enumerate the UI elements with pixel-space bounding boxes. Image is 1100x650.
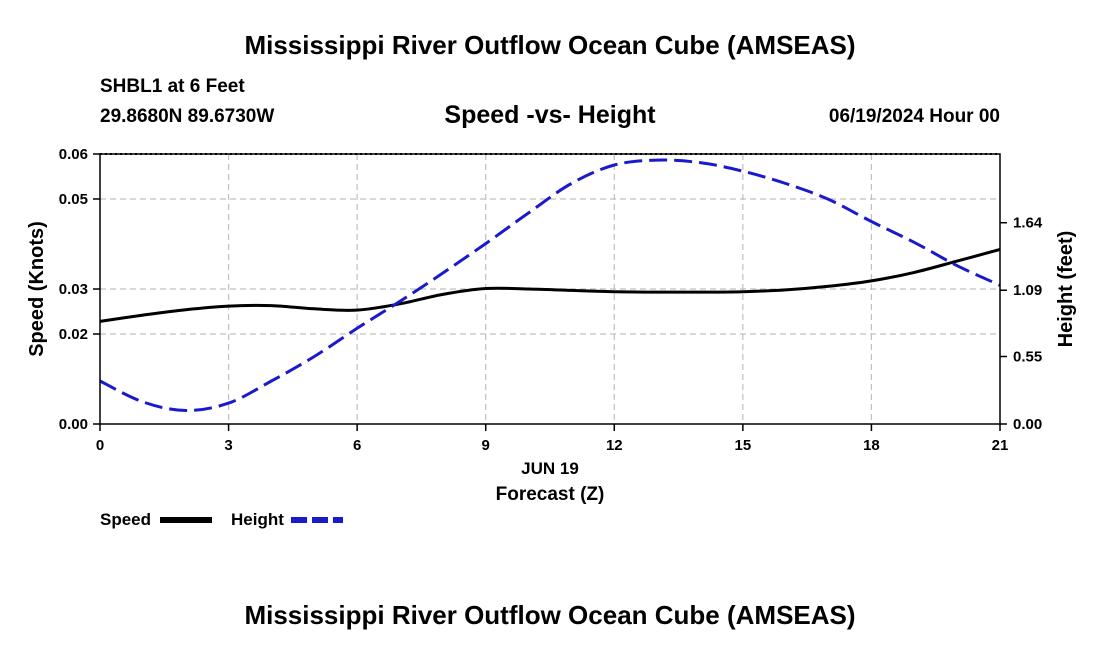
series-line-height <box>99 158 1001 413</box>
legend: Speed Height <box>100 510 343 529</box>
y2-tick-label: 1.64 <box>1013 215 1043 232</box>
chart-main-title: Mississippi River Outflow Ocean Cube (AM… <box>244 30 856 60</box>
y-tick-label: 0.02 <box>59 326 88 343</box>
y2-tick-label: 0.00 <box>1013 416 1042 433</box>
station-label: SHBL1 at 6 Feet <box>100 76 245 97</box>
station-coordinates: 29.8680N 89.6730W <box>100 106 275 127</box>
series-line-speed <box>99 247 1001 323</box>
y-tick-label: 0.06 <box>59 146 88 163</box>
x-tick-label: 3 <box>224 437 232 454</box>
x-tick-label: 6 <box>353 437 361 454</box>
y2-tick-label: 0.55 <box>1013 349 1042 366</box>
footer-title: Mississippi River Outflow Ocean Cube (AM… <box>244 600 856 630</box>
legend-speed-label: Speed <box>100 510 151 529</box>
x-tick-label: 15 <box>735 437 752 454</box>
x-axis-date-label: JUN 19 <box>521 459 579 478</box>
y-tick-label: 0.00 <box>59 416 88 433</box>
y-axis-label: Speed (Knots) <box>26 221 48 357</box>
legend-height-label: Height <box>231 510 284 529</box>
forecast-datetime: 06/19/2024 Hour 00 <box>828 106 1000 127</box>
axis-ticks: 0 3 6 9 12 15 18 210.000.020.030.050.060.000.55… <box>59 146 1043 454</box>
x-tick-label: 18 <box>863 437 880 454</box>
y-tick-label: 0.05 <box>59 191 88 208</box>
series-lines <box>99 158 1001 413</box>
y2-tick-label: 1.09 <box>1013 282 1042 299</box>
x-tick-label: 21 <box>992 437 1009 454</box>
x-tick-label: 0 <box>96 437 104 454</box>
x-tick-label: 9 <box>482 437 490 454</box>
y-tick-label: 0.03 <box>59 281 88 298</box>
x-axis-label: Forecast (Z) <box>496 484 605 505</box>
x-tick-label: 12 <box>606 437 623 454</box>
y2-axis-label: Height (feet) <box>1055 231 1077 348</box>
chart-subtitle: Speed -vs- Height <box>444 101 656 129</box>
